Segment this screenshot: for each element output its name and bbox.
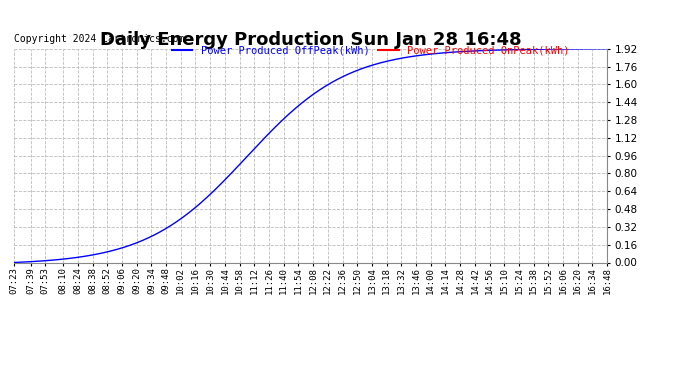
Title: Daily Energy Production Sun Jan 28 16:48: Daily Energy Production Sun Jan 28 16:48 [99, 31, 522, 49]
Legend: Power Produced OffPeak(kWh), Power Produced OnPeak(kWh): Power Produced OffPeak(kWh), Power Produ… [168, 41, 573, 60]
Text: Copyright 2024 Cartronics.com: Copyright 2024 Cartronics.com [14, 34, 184, 45]
